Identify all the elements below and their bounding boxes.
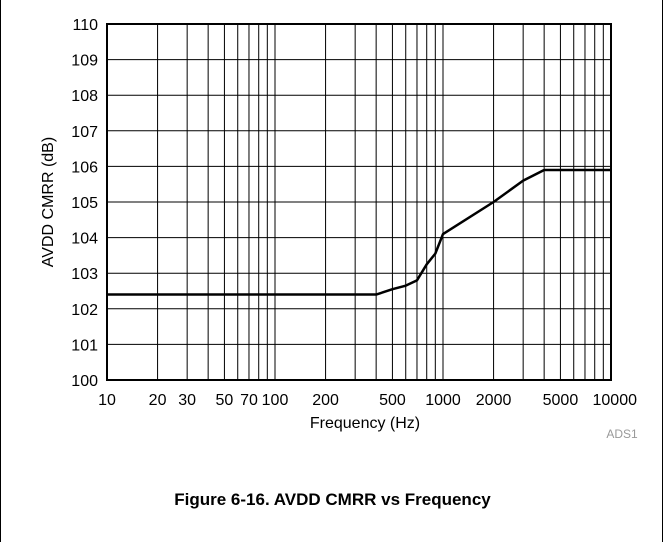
x-tick-label: 1000 [425,392,461,409]
x-tick-label: 70 [240,392,258,409]
x-tick-label: 100 [262,392,289,409]
cmrr-chart: 100 101 102 103 104 105 106 107 108 109 110 10 20 30… [40,17,638,441]
x-axis-ticks: 10 20 30 50 70 100 200 500 1000 2000 5000 10000 [98,392,637,409]
y-tick-label: 101 [71,337,98,354]
x-tick-label: 20 [149,392,167,409]
y-tick-label: 110 [72,17,98,34]
x-tick-label: 50 [216,392,234,409]
y-tick-label: 106 [71,159,98,176]
x-tick-label: 10 [98,392,116,409]
y-tick-label: 105 [71,195,98,212]
x-tick-label: 30 [178,392,196,409]
y-tick-label: 102 [71,302,98,319]
source-tag: ADS1 [606,427,638,441]
y-tick-label: 103 [71,266,98,283]
y-tick-label: 108 [71,88,98,105]
y-tick-label: 109 [71,53,98,70]
figure-caption: Figure 6-16. AVDD CMRR vs Frequency [174,490,491,509]
x-tick-label: 2000 [476,392,512,409]
chart-grid [107,24,611,380]
x-tick-label: 10000 [593,392,638,409]
series-line [107,168,611,296]
x-tick-label: 200 [312,392,339,409]
plot-area-border [106,23,612,381]
y-tick-label: 104 [71,231,98,248]
y-axis-label: AVDD CMRR (dB) [40,137,57,267]
y-tick-label: 100 [71,373,98,390]
x-tick-label: 5000 [543,392,579,409]
x-axis-label: Frequency (Hz) [310,415,420,432]
y-axis-ticks: 100 101 102 103 104 105 106 107 108 109 110 [71,17,98,390]
x-tick-label: 500 [379,392,406,409]
y-tick-label: 107 [71,124,98,141]
